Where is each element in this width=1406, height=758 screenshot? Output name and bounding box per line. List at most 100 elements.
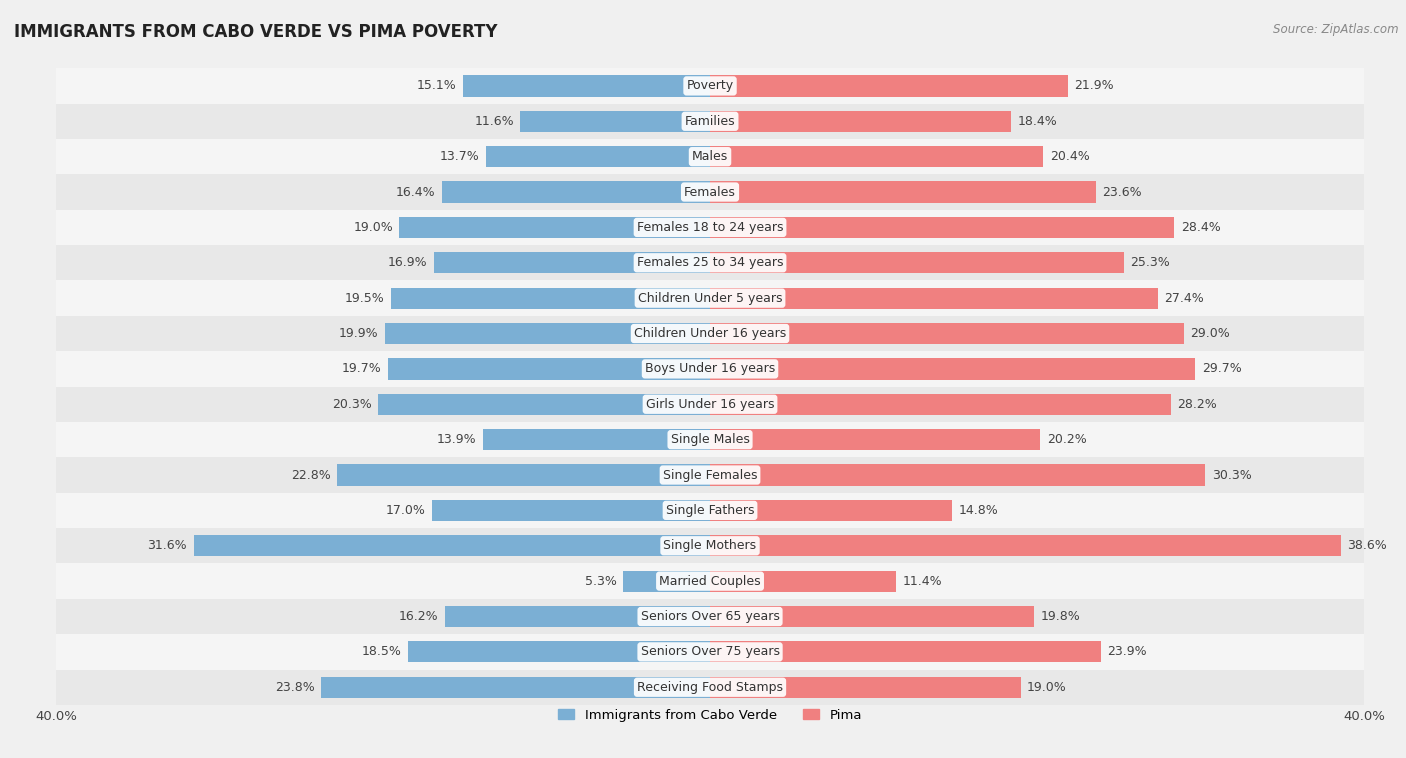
Text: 30.3%: 30.3% (1212, 468, 1251, 481)
Text: 13.9%: 13.9% (437, 433, 477, 446)
Text: 38.6%: 38.6% (1347, 539, 1388, 553)
Bar (441, 181, 710, 202)
Bar (520, 111, 710, 132)
Bar (710, 359, 1195, 380)
Text: 23.6%: 23.6% (1102, 186, 1142, 199)
Text: 29.0%: 29.0% (1191, 327, 1230, 340)
Text: 17.0%: 17.0% (385, 504, 426, 517)
Text: 15.1%: 15.1% (418, 80, 457, 92)
Bar (56, 599, 1364, 634)
Text: 18.4%: 18.4% (1018, 114, 1057, 128)
Bar (482, 429, 710, 450)
Text: Children Under 5 years: Children Under 5 years (638, 292, 782, 305)
Bar (710, 146, 1043, 168)
Text: Receiving Food Stamps: Receiving Food Stamps (637, 681, 783, 694)
Bar (56, 139, 1364, 174)
Text: Source: ZipAtlas.com: Source: ZipAtlas.com (1274, 23, 1399, 36)
Bar (446, 606, 710, 627)
Text: 21.9%: 21.9% (1074, 80, 1114, 92)
Text: Children Under 16 years: Children Under 16 years (634, 327, 786, 340)
Bar (710, 606, 1033, 627)
Bar (56, 669, 1364, 705)
Bar (710, 181, 1095, 202)
Text: 14.8%: 14.8% (959, 504, 998, 517)
Text: 18.5%: 18.5% (361, 645, 401, 659)
Bar (56, 563, 1364, 599)
Bar (399, 217, 710, 238)
Bar (434, 252, 710, 274)
Text: Single Fathers: Single Fathers (666, 504, 754, 517)
Bar (710, 323, 1184, 344)
Text: 19.0%: 19.0% (1028, 681, 1067, 694)
Bar (432, 500, 710, 521)
Bar (56, 634, 1364, 669)
Bar (710, 641, 1101, 662)
Bar (391, 287, 710, 309)
Bar (56, 280, 1364, 316)
Bar (385, 323, 710, 344)
Text: IMMIGRANTS FROM CABO VERDE VS PIMA POVERTY: IMMIGRANTS FROM CABO VERDE VS PIMA POVER… (14, 23, 498, 41)
Bar (408, 641, 710, 662)
Bar (56, 528, 1364, 563)
Bar (463, 75, 710, 96)
Bar (710, 571, 897, 592)
Bar (56, 422, 1364, 457)
Text: 16.9%: 16.9% (388, 256, 427, 269)
Bar (710, 111, 1011, 132)
Text: 16.4%: 16.4% (396, 186, 436, 199)
Text: Girls Under 16 years: Girls Under 16 years (645, 398, 775, 411)
Text: 16.2%: 16.2% (399, 610, 439, 623)
Text: Families: Families (685, 114, 735, 128)
Text: Females 18 to 24 years: Females 18 to 24 years (637, 221, 783, 234)
Text: 19.7%: 19.7% (342, 362, 381, 375)
Bar (388, 359, 710, 380)
Bar (56, 316, 1364, 351)
Text: 28.4%: 28.4% (1181, 221, 1220, 234)
Text: Single Females: Single Females (662, 468, 758, 481)
Bar (56, 68, 1364, 104)
Text: Females 25 to 34 years: Females 25 to 34 years (637, 256, 783, 269)
Bar (56, 245, 1364, 280)
Bar (194, 535, 710, 556)
Text: 19.8%: 19.8% (1040, 610, 1080, 623)
Text: 19.9%: 19.9% (339, 327, 378, 340)
Text: 27.4%: 27.4% (1164, 292, 1204, 305)
Text: 29.7%: 29.7% (1202, 362, 1241, 375)
Bar (56, 493, 1364, 528)
Text: Seniors Over 75 years: Seniors Over 75 years (641, 645, 779, 659)
Bar (56, 457, 1364, 493)
Text: Males: Males (692, 150, 728, 163)
Bar (56, 351, 1364, 387)
Bar (710, 287, 1159, 309)
Text: 13.7%: 13.7% (440, 150, 479, 163)
Text: Married Couples: Married Couples (659, 575, 761, 587)
Text: 25.3%: 25.3% (1130, 256, 1170, 269)
Text: Females: Females (685, 186, 735, 199)
Text: 28.2%: 28.2% (1177, 398, 1218, 411)
Text: 19.0%: 19.0% (353, 221, 392, 234)
Bar (710, 75, 1069, 96)
Bar (623, 571, 710, 592)
Bar (710, 535, 1341, 556)
Text: 19.5%: 19.5% (344, 292, 385, 305)
Text: Single Mothers: Single Mothers (664, 539, 756, 553)
Bar (337, 465, 710, 486)
Bar (710, 429, 1040, 450)
Bar (56, 174, 1364, 210)
Text: 11.6%: 11.6% (474, 114, 515, 128)
Bar (56, 210, 1364, 245)
Text: 23.8%: 23.8% (274, 681, 315, 694)
Bar (710, 252, 1123, 274)
Text: Single Males: Single Males (671, 433, 749, 446)
Bar (486, 146, 710, 168)
Bar (710, 217, 1174, 238)
Bar (378, 393, 710, 415)
Text: 11.4%: 11.4% (903, 575, 942, 587)
Text: 20.3%: 20.3% (332, 398, 371, 411)
Bar (710, 393, 1171, 415)
Legend: Immigrants from Cabo Verde, Pima: Immigrants from Cabo Verde, Pima (553, 703, 868, 727)
Text: Poverty: Poverty (686, 80, 734, 92)
Text: 22.8%: 22.8% (291, 468, 330, 481)
Bar (710, 500, 952, 521)
Text: 5.3%: 5.3% (585, 575, 617, 587)
